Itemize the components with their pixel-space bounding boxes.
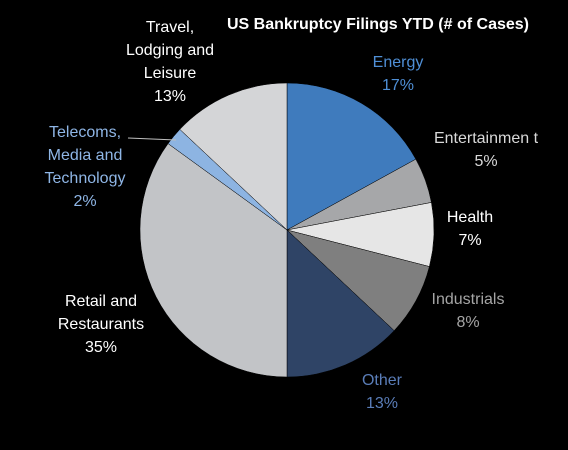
pie-slice-retail-and-restaurants	[139, 143, 288, 378]
chart-title: US Bankruptcy Filings YTD (# of Cases)	[227, 16, 529, 33]
pie-slice-other	[286, 229, 395, 378]
telecoms-leader-line	[127, 137, 177, 141]
slice-label-health: Health 7%	[447, 209, 493, 249]
slice-value-label: 7%	[458, 232, 481, 249]
slice-value-label: 35%	[85, 339, 117, 356]
slice-label-travel-lodging-and-leisure: Travel, Lodging and Leisure 13%	[126, 19, 214, 105]
slice-value-label: 13%	[366, 395, 398, 412]
pie-slices	[139, 82, 435, 378]
slice-value-label: 17%	[382, 77, 414, 94]
slice-label-energy: Energy 17%	[373, 54, 424, 94]
slice-value-label: 5%	[474, 153, 497, 170]
pie-slice-energy	[286, 82, 417, 231]
slice-value-label: 2%	[73, 193, 96, 210]
slice-value-label: 13%	[154, 88, 186, 105]
slice-label-other: Other 13%	[362, 372, 403, 412]
slice-labels: Energy 17%Entertainmen t 5% Health 7% Industr…	[45, 19, 539, 412]
slice-label-entertainment: Entertainmen t 5%	[434, 130, 539, 170]
slice-value-label: 8%	[456, 314, 479, 331]
slice-label-telecoms-media-and-technology: Telecoms, Media and Technology 2%	[45, 124, 126, 210]
pie-slice-travel-lodging-and-leisure	[179, 82, 288, 231]
slice-label-retail-and-restaurants: Retail and Restaurants 35%	[58, 293, 144, 356]
slice-label-industrials: Industrials 8%	[432, 291, 505, 331]
